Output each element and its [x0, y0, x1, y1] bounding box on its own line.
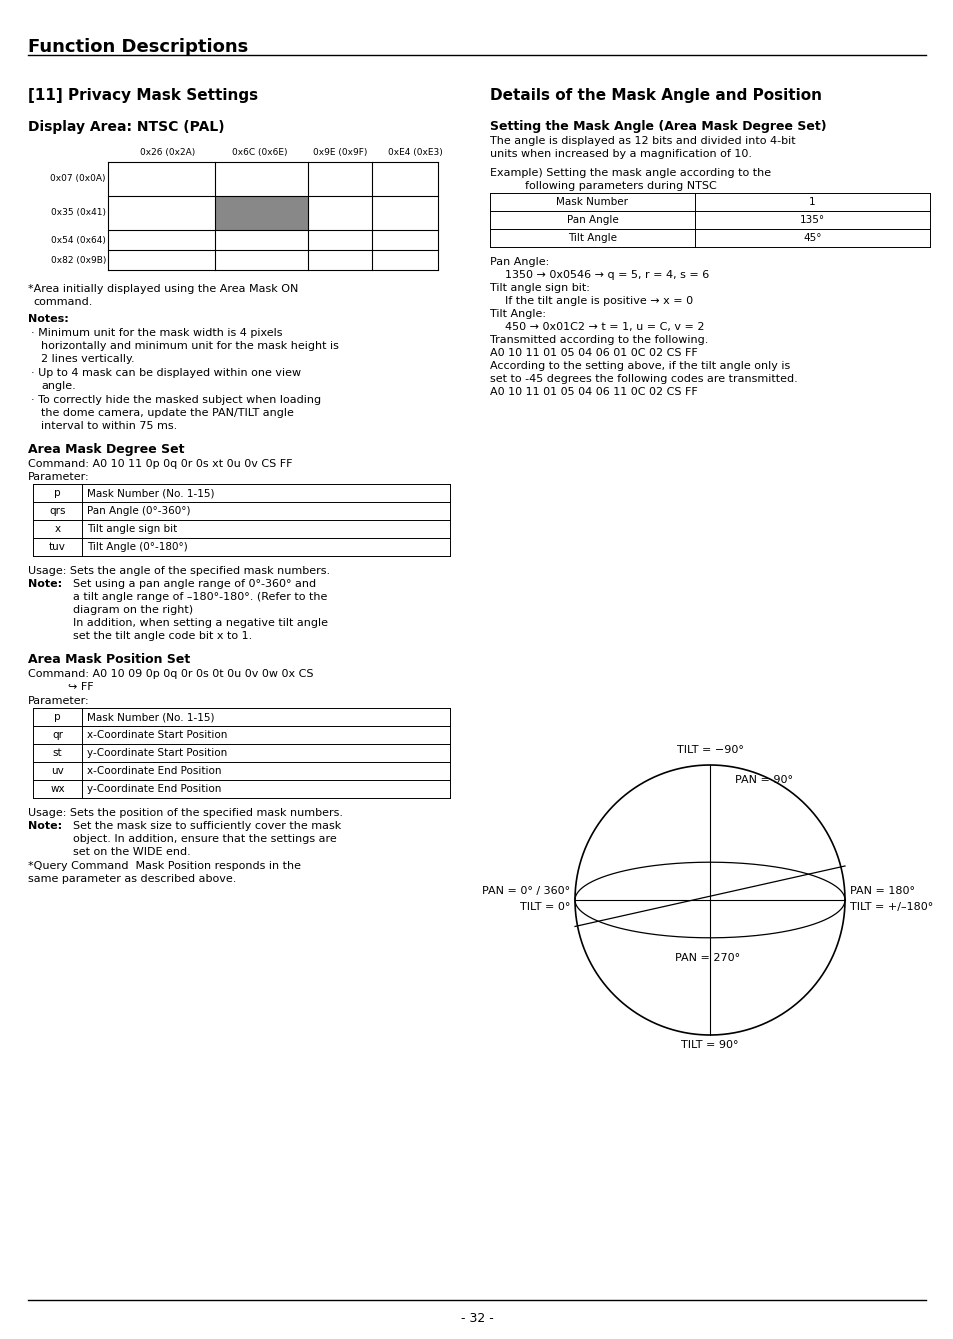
Text: y-Coordinate End Position: y-Coordinate End Position — [87, 785, 221, 794]
Text: In addition, when setting a negative tilt angle: In addition, when setting a negative til… — [73, 619, 328, 628]
Text: 0x35 (0x41): 0x35 (0x41) — [51, 209, 106, 217]
Text: *Query Command  Mask Position responds in the: *Query Command Mask Position responds in… — [28, 861, 301, 870]
Text: 0x54 (0x64): 0x54 (0x64) — [51, 236, 106, 245]
Text: horizontally and minimum unit for the mask height is: horizontally and minimum unit for the ma… — [41, 341, 338, 351]
Text: Pan Angle: Pan Angle — [566, 216, 618, 225]
Text: Usage: Sets the angle of the specified mask numbers.: Usage: Sets the angle of the specified m… — [28, 566, 330, 576]
Text: Pan Angle:: Pan Angle: — [490, 257, 549, 266]
Text: ↪ FF: ↪ FF — [68, 682, 93, 692]
Text: set on the WIDE end.: set on the WIDE end. — [73, 848, 191, 857]
Text: Command: A0 10 11 0p 0q 0r 0s xt 0u 0v CS FF: Command: A0 10 11 0p 0q 0r 0s xt 0u 0v C… — [28, 459, 293, 469]
Text: PAN = 180°: PAN = 180° — [849, 886, 914, 896]
Text: the dome camera, update the PAN/TILT angle: the dome camera, update the PAN/TILT ang… — [41, 408, 294, 418]
Text: x: x — [54, 524, 60, 534]
Text: st: st — [52, 749, 62, 758]
Text: The angle is displayed as 12 bits and divided into 4-bit: The angle is displayed as 12 bits and di… — [490, 137, 795, 146]
Text: Pan Angle (0°-360°): Pan Angle (0°-360°) — [87, 506, 191, 516]
Text: · To correctly hide the masked subject when loading: · To correctly hide the masked subject w… — [30, 395, 321, 404]
Text: TILT = −90°: TILT = −90° — [676, 744, 742, 755]
Text: TILT = 0°: TILT = 0° — [519, 902, 569, 912]
Text: units when increased by a magnification of 10.: units when increased by a magnification … — [490, 149, 751, 159]
Text: 1350 → 0x0546 → q = 5, r = 4, s = 6: 1350 → 0x0546 → q = 5, r = 4, s = 6 — [504, 270, 708, 280]
Text: following parameters during NTSC: following parameters during NTSC — [524, 181, 716, 191]
Text: 1: 1 — [808, 197, 815, 208]
Text: 0x6C (0x6E): 0x6C (0x6E) — [232, 149, 288, 157]
Text: Tilt Angle: Tilt Angle — [567, 233, 617, 242]
Text: x-Coordinate End Position: x-Coordinate End Position — [87, 766, 221, 777]
Text: Transmitted according to the following.: Transmitted according to the following. — [490, 335, 708, 345]
Text: 0x82 (0x9B): 0x82 (0x9B) — [51, 256, 106, 265]
Text: Parameter:: Parameter: — [28, 696, 90, 706]
Text: 0x9E (0x9F): 0x9E (0x9F) — [313, 149, 367, 157]
Text: tuv: tuv — [49, 542, 66, 552]
Text: TILT = +/–180°: TILT = +/–180° — [849, 902, 932, 912]
Text: Display Area: NTSC (PAL): Display Area: NTSC (PAL) — [28, 121, 224, 134]
Text: - 32 -: - 32 - — [460, 1312, 493, 1326]
Text: 2 lines vertically.: 2 lines vertically. — [41, 353, 134, 364]
Text: interval to within 75 ms.: interval to within 75 ms. — [41, 420, 177, 431]
Text: Set the mask size to sufficiently cover the mask: Set the mask size to sufficiently cover … — [73, 821, 341, 832]
Text: Mask Number: Mask Number — [556, 197, 628, 208]
Text: Usage: Sets the position of the specified mask numbers.: Usage: Sets the position of the specifie… — [28, 807, 343, 818]
Text: p: p — [54, 712, 61, 722]
Bar — [214, 195, 308, 230]
Text: PAN = 90°: PAN = 90° — [734, 775, 792, 785]
Text: Function Descriptions: Function Descriptions — [28, 37, 248, 56]
Text: Command: A0 10 09 0p 0q 0r 0s 0t 0u 0v 0w 0x CS: Command: A0 10 09 0p 0q 0r 0s 0t 0u 0v 0… — [28, 670, 314, 679]
Text: x-Coordinate Start Position: x-Coordinate Start Position — [87, 730, 227, 740]
Text: Note:: Note: — [28, 578, 62, 589]
Text: Parameter:: Parameter: — [28, 473, 90, 482]
Text: Details of the Mask Angle and Position: Details of the Mask Angle and Position — [490, 88, 821, 103]
Text: Area Mask Degree Set: Area Mask Degree Set — [28, 443, 184, 457]
Text: · Up to 4 mask can be displayed within one view: · Up to 4 mask can be displayed within o… — [30, 368, 301, 378]
Text: set to -45 degrees the following codes are transmitted.: set to -45 degrees the following codes a… — [490, 374, 797, 384]
Text: p: p — [54, 487, 61, 498]
Text: a tilt angle range of –180°-180°. (Refer to the: a tilt angle range of –180°-180°. (Refer… — [73, 592, 327, 603]
Text: Note:: Note: — [28, 821, 62, 832]
Text: Example) Setting the mask angle according to the: Example) Setting the mask angle accordin… — [490, 167, 770, 178]
Text: set the tilt angle code bit x to 1.: set the tilt angle code bit x to 1. — [73, 631, 252, 641]
Text: *Area initially displayed using the Area Mask ON: *Area initially displayed using the Area… — [28, 284, 298, 295]
Text: diagram on the right): diagram on the right) — [73, 605, 193, 615]
Text: A0 10 11 01 05 04 06 01 0C 02 CS FF: A0 10 11 01 05 04 06 01 0C 02 CS FF — [490, 348, 697, 358]
Text: · Minimum unit for the mask width is 4 pixels: · Minimum unit for the mask width is 4 p… — [30, 328, 282, 337]
Text: 45°: 45° — [802, 233, 821, 242]
Text: Tilt angle sign bit: Tilt angle sign bit — [87, 524, 177, 534]
Text: 135°: 135° — [800, 216, 824, 225]
Text: command.: command. — [33, 297, 92, 307]
Text: same parameter as described above.: same parameter as described above. — [28, 874, 236, 884]
Text: Set using a pan angle range of 0°-360° and: Set using a pan angle range of 0°-360° a… — [73, 578, 315, 589]
Text: Mask Number (No. 1-15): Mask Number (No. 1-15) — [87, 712, 214, 722]
Text: Tilt Angle (0°-180°): Tilt Angle (0°-180°) — [87, 542, 188, 552]
Text: According to the setting above, if the tilt angle only is: According to the setting above, if the t… — [490, 362, 789, 371]
Text: angle.: angle. — [41, 382, 75, 391]
Text: 450 → 0x01C2 → t = 1, u = C, v = 2: 450 → 0x01C2 → t = 1, u = C, v = 2 — [504, 321, 703, 332]
Text: y-Coordinate Start Position: y-Coordinate Start Position — [87, 749, 227, 758]
Text: qrs: qrs — [50, 506, 66, 516]
Text: Setting the Mask Angle (Area Mask Degree Set): Setting the Mask Angle (Area Mask Degree… — [490, 121, 825, 133]
Text: qr: qr — [52, 730, 63, 740]
Text: Tilt Angle:: Tilt Angle: — [490, 309, 545, 319]
Text: Notes:: Notes: — [28, 315, 69, 324]
Text: Tilt angle sign bit:: Tilt angle sign bit: — [490, 283, 589, 293]
Text: 0x07 (0x0A): 0x07 (0x0A) — [51, 174, 106, 183]
Text: If the tilt angle is positive → x = 0: If the tilt angle is positive → x = 0 — [504, 296, 693, 307]
Text: 0xE4 (0xE3): 0xE4 (0xE3) — [387, 149, 442, 157]
Text: uv: uv — [51, 766, 64, 777]
Text: Area Mask Position Set: Area Mask Position Set — [28, 653, 190, 665]
Text: 0x26 (0x2A): 0x26 (0x2A) — [140, 149, 195, 157]
Text: object. In addition, ensure that the settings are: object. In addition, ensure that the set… — [73, 834, 336, 844]
Text: TILT = 90°: TILT = 90° — [680, 1040, 738, 1050]
Text: A0 10 11 01 05 04 06 11 0C 02 CS FF: A0 10 11 01 05 04 06 11 0C 02 CS FF — [490, 387, 697, 396]
Text: PAN = 0° / 360°: PAN = 0° / 360° — [481, 886, 569, 896]
Text: Mask Number (No. 1-15): Mask Number (No. 1-15) — [87, 487, 214, 498]
Text: PAN = 270°: PAN = 270° — [675, 953, 740, 963]
Text: wx: wx — [51, 785, 65, 794]
Text: [11] Privacy Mask Settings: [11] Privacy Mask Settings — [28, 88, 258, 103]
